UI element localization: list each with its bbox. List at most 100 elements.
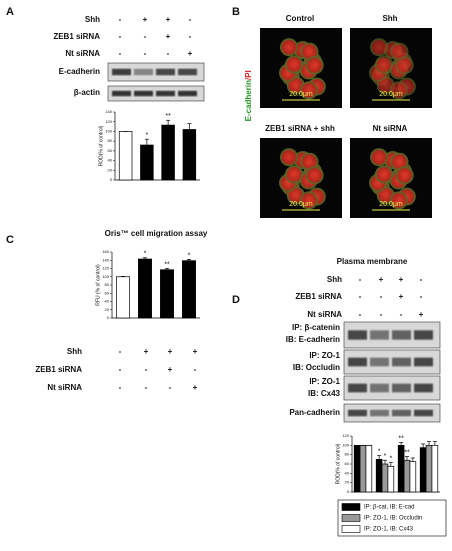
- condition-sign: +: [166, 15, 171, 24]
- y-tick-label: 60: [105, 290, 110, 295]
- blot-band: [112, 68, 131, 76]
- condition-sign: -: [359, 310, 362, 319]
- legend-swatch: [341, 503, 361, 511]
- cell: [299, 81, 318, 100]
- blot-band: [348, 357, 367, 367]
- y-tick-label: 20: [108, 167, 113, 172]
- condition-sign: +: [143, 15, 148, 24]
- condition-name: Nt siRNA: [65, 49, 100, 58]
- blot-band: [348, 409, 367, 417]
- bar: [359, 444, 367, 493]
- condition-sign: +: [419, 310, 424, 319]
- cell: [390, 152, 409, 171]
- y-tick-label: 0: [347, 489, 350, 494]
- condition-name: Nt siRNA: [47, 383, 82, 392]
- condition-sign: +: [188, 49, 193, 58]
- blot-band: [392, 409, 411, 417]
- cell: [300, 42, 319, 61]
- condition-sign: -: [145, 383, 148, 392]
- blot-label: IP: ZO-1: [309, 351, 340, 360]
- bar: [365, 444, 373, 493]
- y-tick-label: 60: [345, 461, 350, 466]
- blot-band: [414, 409, 433, 417]
- y-tick-label: 120: [342, 433, 349, 438]
- cell: [389, 81, 408, 100]
- condition-sign: -: [119, 383, 122, 392]
- image-title: Nt siRNA: [373, 124, 408, 133]
- condition-sign: -: [420, 275, 423, 284]
- blot-label: IB: Cx43: [308, 389, 341, 398]
- bar: [409, 461, 417, 493]
- condition-sign: +: [399, 292, 404, 301]
- legend-label: IP: ZO-1, IB: Cx43: [364, 527, 414, 533]
- heading: Plasma membrane: [337, 257, 408, 266]
- legend-swatch: [341, 525, 361, 533]
- blot-band: [178, 68, 197, 76]
- y-tick-label: 0: [110, 177, 113, 182]
- chart-title: Oris™ cell migration assay: [105, 229, 208, 238]
- annotation: *: [146, 132, 149, 139]
- y-tick-label: 40: [105, 299, 110, 304]
- blot-label: IB: E-cadherin: [286, 335, 340, 344]
- condition-sign: +: [168, 347, 173, 356]
- image-title: ZEB1 siRNA + shh: [265, 124, 335, 133]
- bar: [387, 465, 395, 493]
- condition-sign: -: [119, 32, 122, 41]
- condition-sign: -: [380, 310, 383, 319]
- condition-sign: -: [359, 275, 362, 284]
- cell: [285, 165, 304, 184]
- blot-band: [414, 357, 433, 367]
- annotation: *: [378, 448, 381, 455]
- cell: [375, 55, 394, 74]
- stain-red: /PI: [244, 70, 253, 80]
- panel-label: A: [6, 6, 14, 18]
- blot-label: IP: ZO-1: [309, 377, 340, 386]
- annotation: **: [165, 113, 171, 120]
- y-tick-label: 60: [108, 148, 113, 153]
- legend-frame: [337, 499, 447, 537]
- cell: [299, 191, 318, 210]
- condition-sign: -: [119, 365, 122, 374]
- y-tick-label: 40: [108, 158, 113, 163]
- annotation: **: [398, 435, 404, 442]
- condition-name: ZEB1 siRNA: [35, 365, 82, 374]
- annotation: **: [404, 449, 410, 456]
- condition-sign: -: [144, 32, 147, 41]
- bar: [138, 258, 152, 319]
- condition-sign: -: [119, 49, 122, 58]
- condition-name: Shh: [327, 275, 342, 284]
- cell: [305, 56, 324, 75]
- bar: [375, 458, 383, 493]
- scale-label: 20.0μm: [379, 201, 403, 208]
- blot-band: [414, 330, 433, 340]
- blot-label: β-actin: [74, 88, 100, 97]
- condition-sign: -: [359, 292, 362, 301]
- blot-band: [348, 383, 367, 393]
- condition-sign: -: [189, 32, 192, 41]
- blot-band: [156, 90, 175, 97]
- annotation: *: [389, 455, 392, 462]
- cell: [370, 148, 389, 167]
- y-tick-label: 80: [108, 138, 113, 143]
- condition-sign: -: [400, 310, 403, 319]
- condition-name: ZEB1 siRNA: [53, 32, 100, 41]
- image-title: Control: [286, 14, 314, 23]
- y-tick-label: 80: [345, 452, 350, 457]
- blot-band: [370, 357, 389, 367]
- blot-band: [178, 90, 197, 97]
- blot-band: [156, 68, 175, 76]
- scale-label: 20.0μm: [379, 91, 403, 98]
- blot-band: [134, 90, 153, 97]
- bar: [353, 444, 361, 493]
- y-tick-label: 140: [105, 109, 112, 114]
- condition-sign: -: [119, 347, 122, 356]
- annotation: *: [144, 251, 147, 258]
- legend-label: IP: β-cat, IB: E-cad: [364, 505, 414, 511]
- cell: [300, 152, 319, 171]
- condition-sign: -: [420, 292, 423, 301]
- image-title: Shh: [382, 14, 397, 23]
- blot-band: [392, 383, 411, 393]
- bar: [425, 444, 433, 493]
- condition-sign: +: [193, 383, 198, 392]
- blot-label: IP: β-catenin: [292, 323, 340, 332]
